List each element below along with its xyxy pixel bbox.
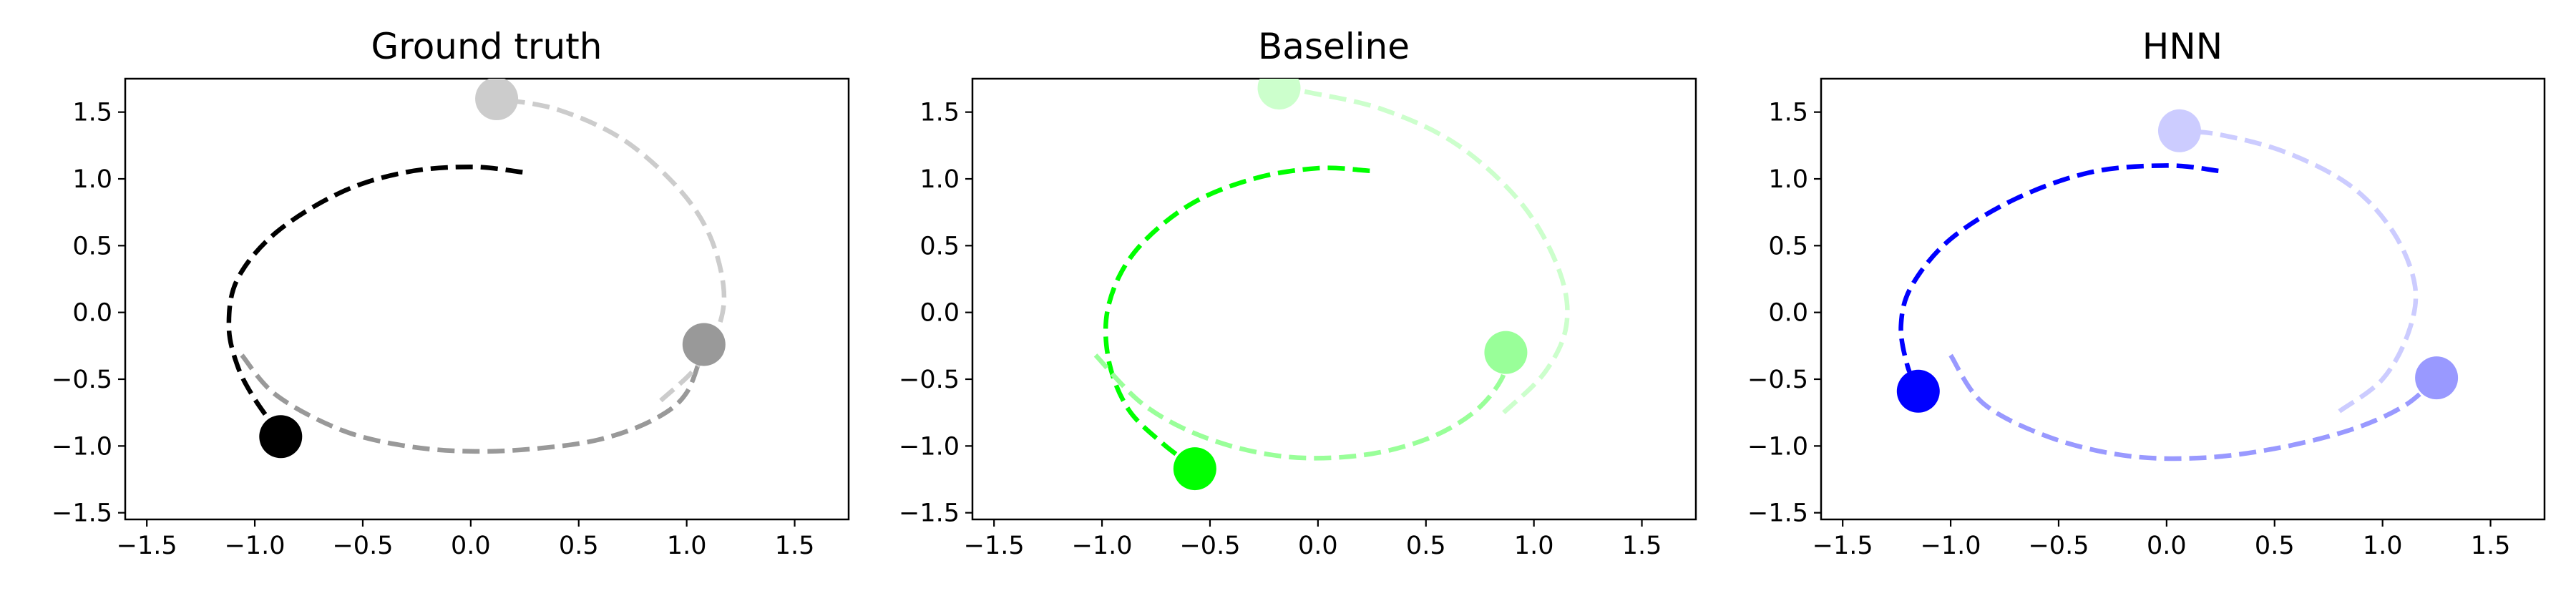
y-tick-label: −1.5 (899, 499, 960, 528)
x-tick-label: −0.5 (332, 532, 393, 560)
y-tick-label: 1.5 (72, 99, 112, 127)
body-marker (1484, 331, 1528, 374)
x-tick-label: −1.5 (964, 532, 1025, 560)
x-tick-label: −1.0 (1921, 532, 1981, 560)
y-tick-label: −1.0 (899, 432, 960, 461)
x-tick-label: 1.0 (1514, 532, 1554, 560)
trajectory-line (1279, 85, 1570, 415)
trajectory-line (1898, 163, 2219, 391)
y-tick-label: 0.5 (72, 232, 112, 260)
x-tick-label: 1.5 (1622, 532, 1662, 560)
panel-ground-truth: Ground truth −1.5 −1.0 −0.5 0.0 0.5 1.0 1.5 −1.… (52, 26, 850, 560)
y-tick-label: −0.5 (1747, 366, 1808, 394)
plot-area (1093, 79, 1570, 491)
x-tick-label: 0.5 (559, 532, 599, 560)
y-tick-label: 0.5 (1768, 232, 1808, 260)
y-tick-label: 0.0 (72, 299, 112, 328)
body-marker (475, 79, 519, 120)
panel-title: HNN (2142, 26, 2223, 67)
panel-title: Baseline (1258, 26, 1410, 67)
axes-frame (124, 77, 850, 521)
x-tick-label: −1.0 (225, 532, 286, 560)
x-tick-label: 1.0 (667, 532, 707, 560)
y-tick-label: −0.5 (52, 366, 112, 394)
y-tick-label: −1.0 (52, 432, 112, 461)
y-tick-label: 1.0 (72, 165, 112, 194)
x-tick-label: −1.5 (117, 532, 177, 560)
x-tick-label: 1.5 (2471, 532, 2511, 560)
axes-frame (1820, 77, 2546, 521)
body-marker (1257, 79, 1301, 110)
x-tick-label: −1.5 (1813, 532, 1873, 560)
y-tick-label: 1.5 (1768, 99, 1808, 127)
y-tick-label: 1.0 (1768, 165, 1808, 194)
axes-frame (971, 77, 1697, 521)
x-tick-label: 0.5 (2255, 532, 2295, 560)
x-tick-label: 1.0 (2363, 532, 2403, 560)
body-marker (259, 415, 303, 459)
y-tick-label: 1.5 (919, 99, 960, 127)
trajectory-line (2179, 128, 2419, 414)
y-tick-label: 0.0 (1768, 299, 1808, 328)
x-tick-label: 0.0 (2147, 532, 2187, 560)
y-tick-label: −1.5 (52, 499, 112, 528)
body-marker (682, 323, 726, 366)
x-tick-label: −1.0 (1072, 532, 1133, 560)
trajectory-line (240, 343, 706, 454)
trajectory-line (1948, 353, 2439, 461)
x-tick-label: 0.0 (1298, 532, 1338, 560)
y-tick-label: 0.5 (919, 232, 960, 260)
y-tick-label: 1.0 (919, 165, 960, 194)
body-marker (2415, 356, 2459, 400)
panel-hnn: HNN −1.5 −1.0 −0.5 0.0 0.5 1.0 1.5 −1.5 −1.0 −0.5… (1747, 26, 2546, 560)
x-tick-label: −0.5 (2028, 532, 2089, 560)
plot-area (1896, 109, 2459, 461)
trajectory-line (226, 164, 523, 437)
trajectory-line (1093, 352, 1508, 461)
y-tick-label: −0.5 (899, 366, 960, 394)
y-tick-label: −1.0 (1747, 432, 1808, 461)
x-tick-label: 1.5 (775, 532, 815, 560)
x-tick-label: 0.5 (1406, 532, 1446, 560)
panel-baseline: Baseline −1.5 −1.0 −0.5 0.0 0.5 1.0 1.5 −1.5 −1.… (899, 26, 1697, 560)
x-tick-label: 0.0 (451, 532, 491, 560)
y-tick-label: 0.0 (919, 299, 960, 328)
trajectory-line (1103, 165, 1370, 468)
body-marker (1896, 369, 1940, 413)
plot-area (226, 79, 727, 459)
panel-title: Ground truth (371, 26, 602, 67)
x-tick-label: −0.5 (1179, 532, 1240, 560)
body-marker (2157, 109, 2201, 152)
body-marker (1173, 447, 1216, 491)
y-tick-label: −1.5 (1747, 499, 1808, 528)
